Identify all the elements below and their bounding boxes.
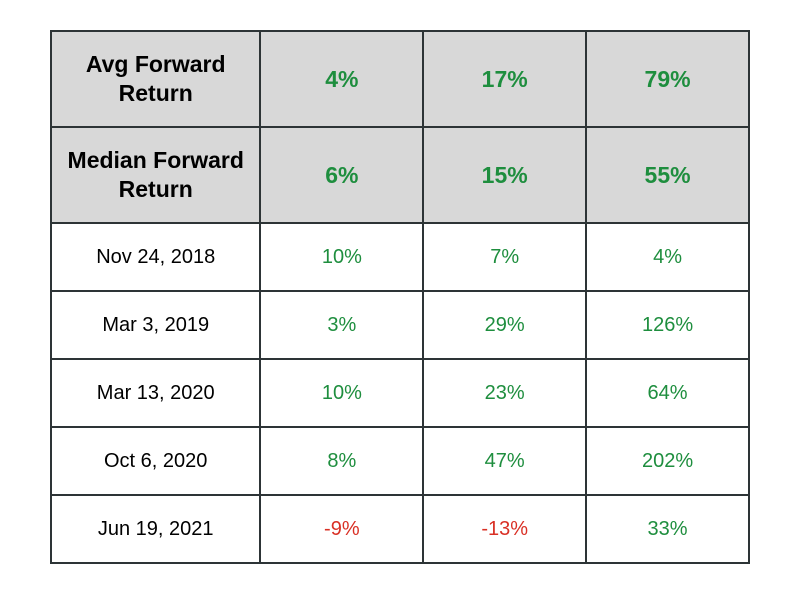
row-value: 4% — [586, 223, 749, 291]
row-value: 7% — [423, 223, 586, 291]
row-date: Oct 6, 2020 — [51, 427, 260, 495]
row-value: -13% — [423, 495, 586, 563]
summary-value: 4% — [260, 31, 423, 127]
row-value: 3% — [260, 291, 423, 359]
row-date: Nov 24, 2018 — [51, 223, 260, 291]
summary-value: 55% — [586, 127, 749, 223]
summary-row-avg: Avg Forward Return 4% 17% 79% — [51, 31, 749, 127]
row-value: 29% — [423, 291, 586, 359]
table-row: Nov 24, 2018 10% 7% 4% — [51, 223, 749, 291]
summary-value: 17% — [423, 31, 586, 127]
table-row: Jun 19, 2021 -9% -13% 33% — [51, 495, 749, 563]
summary-value: 15% — [423, 127, 586, 223]
row-value: 126% — [586, 291, 749, 359]
table-row: Mar 13, 2020 10% 23% 64% — [51, 359, 749, 427]
table-row: Oct 6, 2020 8% 47% 202% — [51, 427, 749, 495]
row-value: 10% — [260, 223, 423, 291]
summary-value: 6% — [260, 127, 423, 223]
row-value: 33% — [586, 495, 749, 563]
row-date: Mar 3, 2019 — [51, 291, 260, 359]
summary-row-median: Median Forward Return 6% 15% 55% — [51, 127, 749, 223]
table-row: Mar 3, 2019 3% 29% 126% — [51, 291, 749, 359]
row-value: 8% — [260, 427, 423, 495]
row-date: Mar 13, 2020 — [51, 359, 260, 427]
row-value: -9% — [260, 495, 423, 563]
row-value: 10% — [260, 359, 423, 427]
row-value: 23% — [423, 359, 586, 427]
forward-return-table: Avg Forward Return 4% 17% 79% Median For… — [50, 30, 750, 564]
row-date: Jun 19, 2021 — [51, 495, 260, 563]
row-value: 47% — [423, 427, 586, 495]
summary-label: Avg Forward Return — [51, 31, 260, 127]
summary-label: Median Forward Return — [51, 127, 260, 223]
row-value: 64% — [586, 359, 749, 427]
row-value: 202% — [586, 427, 749, 495]
summary-value: 79% — [586, 31, 749, 127]
